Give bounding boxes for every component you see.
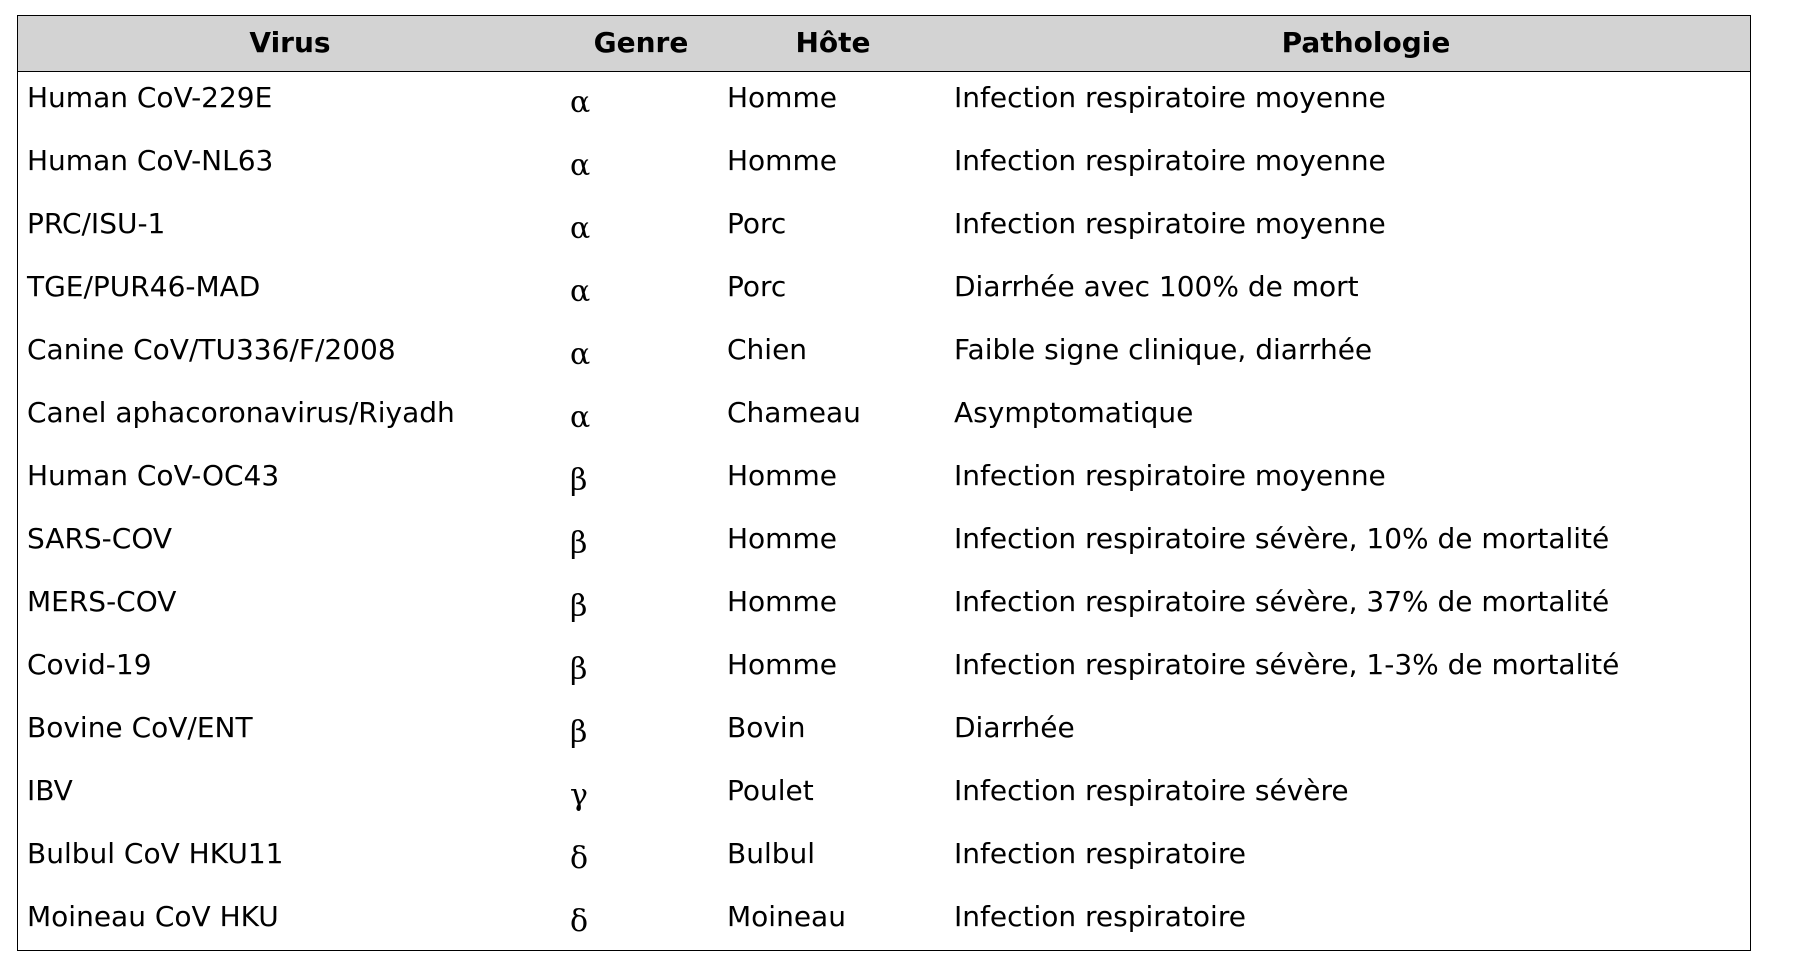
pathologie-cell: Infection respiratoire sévère, 10% de mo… [954,522,1610,555]
pathologie-cell: Infection respiratoire moyenne [954,459,1386,492]
table-row: Canine CoV/TU336/F/2008 α Chien Faible sign… [18,323,1750,386]
coronavirus-table: Virus Genre Hôte Pathologie Human CoV-22… [17,15,1751,951]
table-row: Covid-19 β Homme Infection respiratoire sév… [18,638,1750,701]
virus-cell: PRC/ISU-1 [27,207,166,240]
table-row: Human CoV-OC43 β Homme Infection respiratoi… [18,449,1750,512]
virus-cell: Bulbul CoV HKU11 [27,837,284,870]
table-row: Human CoV-NL63 α Homme Infection respiratoi… [18,134,1750,197]
pathologie-cell: Infection respiratoire [954,837,1246,870]
table-row: PRC/ISU-1 α Porc Infection respiratoire moy… [18,197,1750,260]
table-row: Canel aphacoronavirus/Riyadh α Chameau Asym… [18,386,1750,449]
genre-cell: β [570,526,588,561]
pathologie-cell: Faible signe clinique, diarrhée [954,333,1373,366]
table-row: MERS-COV β Homme Infection respiratoire sév… [18,575,1750,638]
genre-cell: γ [570,778,588,813]
virus-cell: Human CoV-229E [27,81,273,114]
pathologie-cell: Infection respiratoire moyenne [954,207,1386,240]
hote-cell: Chien [727,333,808,366]
table-row: Human CoV-229E α Homme Infection respiratoi… [18,71,1750,134]
hote-cell: Bulbul [727,837,816,870]
table-row: Moineau CoV HKU δ Moineau Infection respira… [18,890,1750,953]
table-row: SARS-COV β Homme Infection respiratoire sév… [18,512,1750,575]
table-row: Bovine CoV/ENT β Bovin Diarrhée [18,701,1750,764]
header-genre: Genre [593,26,689,59]
hote-cell: Bovin [727,711,806,744]
genre-cell: α [570,400,591,435]
table-header: Virus Genre Hôte Pathologie [18,16,1750,72]
virus-cell: Moineau CoV HKU [27,900,279,933]
pathologie-cell: Asymptomatique [954,396,1194,429]
header-pathologie: Pathologie [1281,26,1451,59]
virus-cell: SARS-COV [27,522,173,555]
hote-cell: Porc [727,207,787,240]
virus-cell: Canel aphacoronavirus/Riyadh [27,396,455,429]
pathologie-cell: Infection respiratoire [954,900,1246,933]
genre-cell: β [570,463,588,498]
genre-cell: α [570,85,591,120]
genre-cell: β [570,589,588,624]
virus-cell: MERS-COV [27,585,177,618]
hote-cell: Homme [727,585,837,618]
hote-cell: Poulet [727,774,814,807]
pathologie-cell: Infection respiratoire sévère [954,774,1349,807]
hote-cell: Homme [727,648,837,681]
virus-cell: Bovine CoV/ENT [27,711,253,744]
header-hote: Hôte [795,26,871,59]
genre-cell: β [570,715,588,750]
genre-cell: δ [570,841,589,876]
virus-cell: IBV [27,774,73,807]
hote-cell: Moineau [727,900,846,933]
genre-cell: β [570,652,588,687]
pathologie-cell: Infection respiratoire sévère, 1-3% de m… [954,648,1620,681]
genre-cell: δ [570,904,589,939]
pathologie-cell: Infection respiratoire moyenne [954,144,1386,177]
hote-cell: Homme [727,144,837,177]
pathologie-cell: Infection respiratoire moyenne [954,81,1386,114]
virus-cell: Covid-19 [27,648,152,681]
pathologie-cell: Diarrhée [954,711,1075,744]
table-row: Bulbul CoV HKU11 δ Bulbul Infection respira… [18,827,1750,890]
hote-cell: Porc [727,270,787,303]
virus-cell: Human CoV-OC43 [27,459,280,492]
hote-cell: Homme [727,81,837,114]
pathologie-cell: Infection respiratoire sévère, 37% de mo… [954,585,1610,618]
hote-cell: Chameau [727,396,861,429]
hote-cell: Homme [727,459,837,492]
hote-cell: Homme [727,522,837,555]
virus-cell: TGE/PUR46-MAD [27,270,261,303]
table-row: TGE/PUR46-MAD α Porc Diarrhée avec 100% de … [18,260,1750,323]
header-virus: Virus [249,26,331,59]
virus-cell: Human CoV-NL63 [27,144,274,177]
genre-cell: α [570,148,591,183]
genre-cell: α [570,211,591,246]
genre-cell: α [570,274,591,309]
table-row: IBV γ Poulet Infection respiratoire sévère [18,764,1750,827]
pathologie-cell: Diarrhée avec 100% de mort [954,270,1359,303]
genre-cell: α [570,337,591,372]
virus-cell: Canine CoV/TU336/F/2008 [27,333,396,366]
